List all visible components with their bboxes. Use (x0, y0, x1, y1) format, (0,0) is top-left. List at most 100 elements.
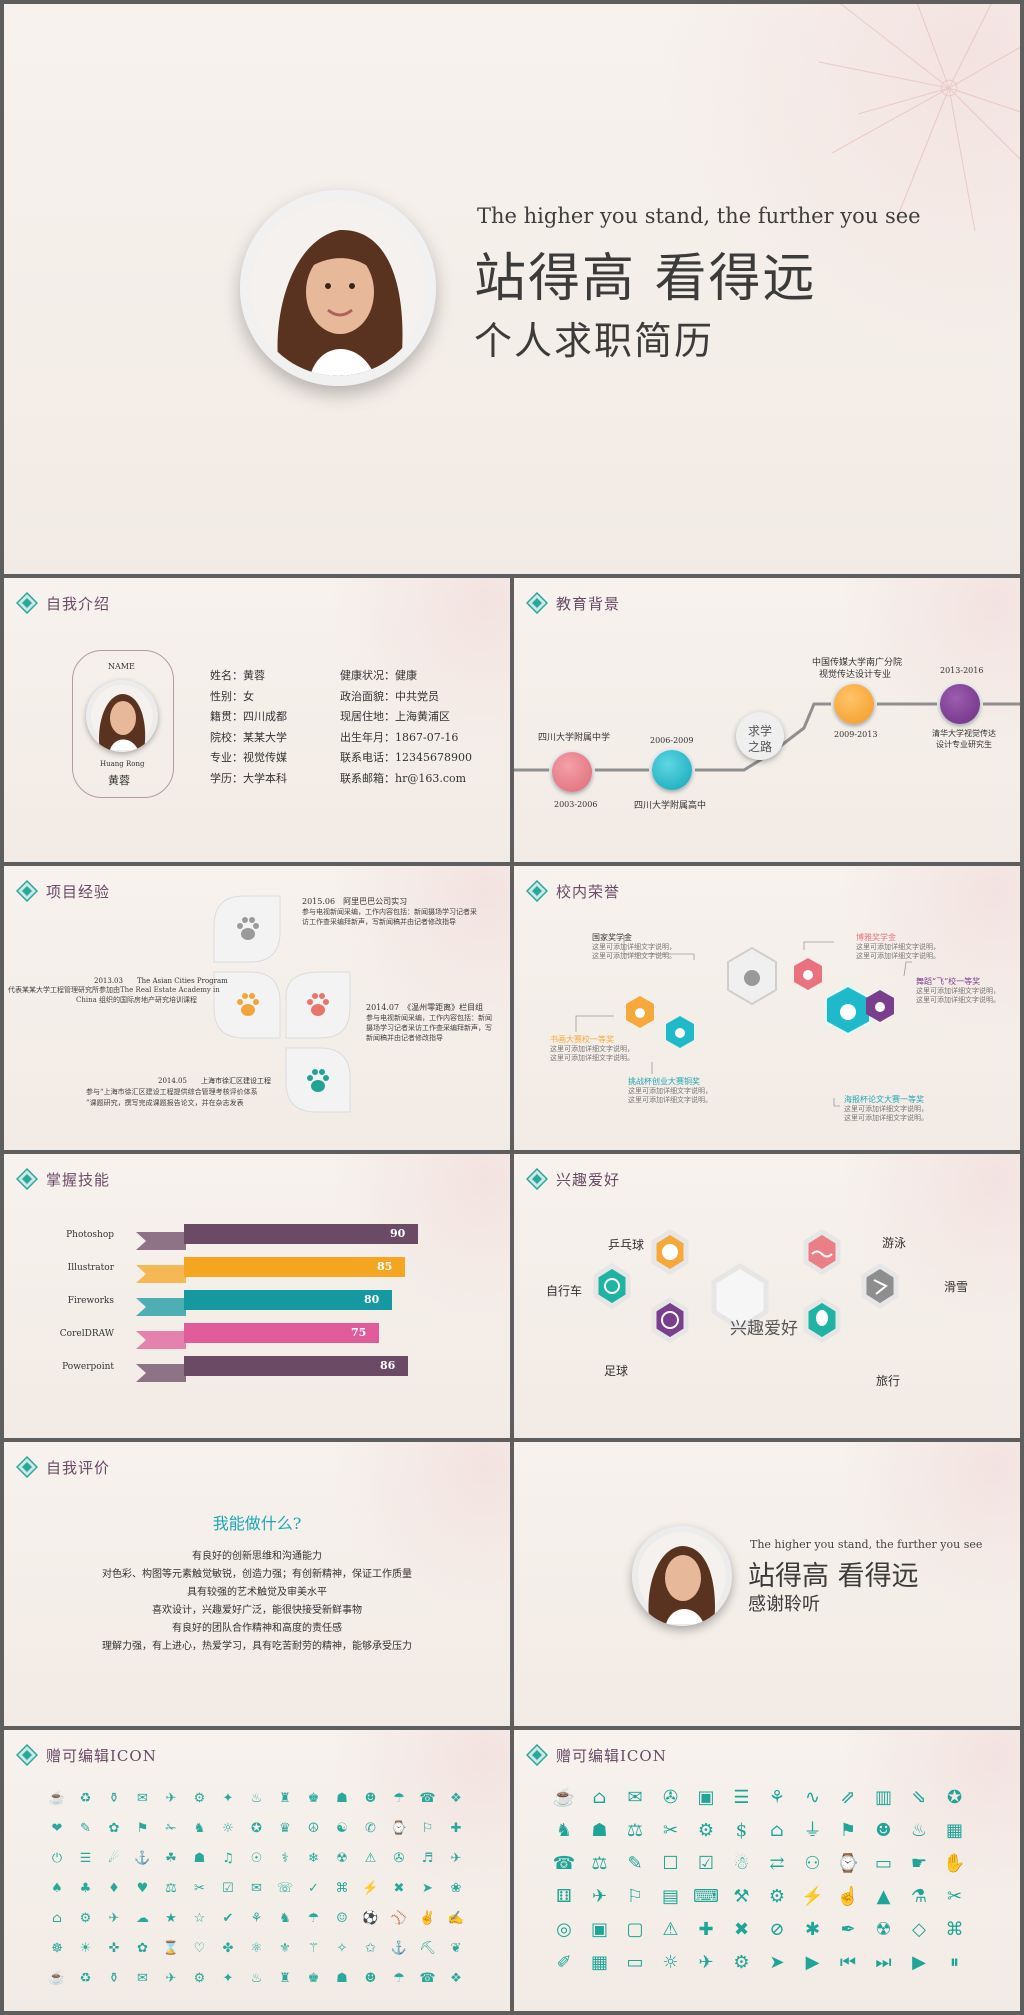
editable-icon: ✔ (222, 1911, 234, 1926)
editable-icon: ☂ (307, 1911, 320, 1926)
editable-icon: ✈ (165, 1971, 177, 1986)
slide-hero: The higher you stand, the further you se… (4, 4, 1020, 574)
editable-icon: ☗ (336, 1971, 348, 1986)
skill-bar (184, 1290, 392, 1310)
skill-bar-tail (136, 1265, 186, 1283)
editable-icon: ⚡ (801, 1886, 824, 1907)
info-item: 联系电话：12345678900 (340, 751, 472, 764)
honor-title: 舞蹈“飞”校一等奖 (916, 977, 981, 986)
edu-date: 2003-2006 (554, 800, 598, 809)
name-chinese: 黄蓉 (108, 774, 130, 787)
editable-icon: ⚠ (662, 1919, 679, 1940)
diamond-icon (16, 880, 38, 902)
football-icon (661, 1311, 679, 1329)
timeline-center (736, 712, 784, 760)
editable-icon: ✪ (251, 1821, 262, 1836)
editable-icon: ⚠ (364, 1851, 377, 1866)
editable-icon: ✚ (698, 1919, 714, 1940)
editable-icon: ⚙ (733, 1952, 750, 1973)
editable-icon: ☘ (165, 1851, 177, 1866)
honor-desc: 这里可添加详细文字说明。 (916, 996, 1000, 1004)
name-label: NAME (108, 662, 135, 671)
editable-icon: ☝ (836, 1886, 860, 1907)
editable-icon: ▭ (874, 1853, 892, 1874)
editable-icon: ⌂ (770, 1820, 784, 1841)
diamond-icon (526, 880, 548, 902)
editable-icon: ❄ (308, 1851, 319, 1866)
editable-icon: ♡ (193, 1941, 206, 1956)
section-title: 赠可编辑ICON (16, 1744, 157, 1766)
editable-icon: ✈ (450, 1851, 462, 1866)
skill-value: 75 (351, 1326, 367, 1339)
editable-icon: ▭ (626, 1952, 644, 1973)
editable-icon: ♨ (250, 1791, 263, 1806)
skill-name: Powerpoint (62, 1362, 114, 1372)
profile-photo (240, 190, 436, 386)
skate-icon (873, 1279, 888, 1295)
honor-title: 挑战杯创业大赛铜奖 (628, 1077, 700, 1086)
editable-icon: ⛏ (419, 1941, 436, 1956)
editable-icon: ☗ (591, 1820, 608, 1841)
skill-bar-tail (136, 1331, 186, 1349)
honor-desc: 这里可添加详细文字说明， (916, 987, 1000, 995)
editable-icon: ✱ (804, 1919, 821, 1940)
editable-icon: ▥ (874, 1787, 892, 1808)
editable-icon: ☰ (79, 1851, 92, 1866)
editable-icon: ❀ (450, 1881, 462, 1896)
diamond-icon (16, 1744, 38, 1766)
editable-icon: ♞ (193, 1821, 206, 1836)
editable-icon: ▦ (945, 1820, 963, 1841)
editable-icon: ◇ (912, 1919, 926, 1940)
editable-icon: ☮ (307, 1821, 320, 1836)
editable-icon: ⌂ (52, 1911, 62, 1926)
thanks-subtitle: 感谢聆听 (748, 1594, 820, 1615)
evaluation-lines: 有良好的创新思维和沟通能力 对色彩、构图等元素触觉敏锐，创造力强；有创新精神，保… (4, 1548, 510, 1656)
info-item: 现居住地：上海黄浦区 (340, 710, 450, 723)
paw-icon (237, 993, 259, 1016)
edu-label: 视觉传达设计专业 (819, 670, 892, 680)
edu-label: 四川大学附属中学 (538, 733, 611, 743)
name-card (72, 650, 174, 798)
editable-icon: ⚗ (910, 1886, 928, 1907)
icon-grid: ☕ ⌂ ✉ ✇ ▣ ☰ ⚘ ∿ ⇗ ▥ ⇘ ✪ ♞ ☗ ⚖ ✂ ⚙ $ ⌂ ⏚ ⚑ ☻ ♨ ▦ ☎ ⚖ ✎ ☐ ☑ ☃ ⇄ ⚇ ⌚ ▭ ☛ ✋ ⚅ ✈ ⚐ ▤… (514, 1730, 1020, 2011)
editable-icon: ☑ (222, 1881, 234, 1896)
editable-icon: ▤ (661, 1886, 679, 1907)
editable-icon: ⚜ (279, 1941, 291, 1956)
editable-icon: ❖ (450, 1971, 462, 1986)
editable-icon: ♨ (250, 1971, 263, 1986)
thanks-english: The higher you stand, the further you se… (750, 1538, 983, 1551)
editable-icon: ♚ (307, 1971, 320, 1986)
honor-desc: 这里可添加详细文字说明。 (844, 1114, 928, 1122)
editable-icon: ☻ (364, 1971, 377, 1986)
editable-icon: ▣ (697, 1787, 715, 1808)
timeline-node (940, 684, 980, 724)
diamond-icon (16, 1456, 38, 1478)
slide-icons-2: 赠可编辑ICON ☕ ⌂ ✉ ✇ ▣ ☰ ⚘ ∿ ⇗ ▥ ⇘ ✪ ♞ ☗ ⚖ ✂ ⚙ $ ⌂ ⏚ ⚑ ☻ ♨ ▦ ☎ ⚖ ✎ ☐ ☑ ☃ ⇄… (514, 1730, 1020, 2011)
info-item: 出生年月：1867-07-16 (340, 730, 459, 744)
editable-icon: ☰ (733, 1787, 750, 1808)
editable-icon: ☼ (222, 1821, 234, 1836)
project-title: 2014.07 《温州零距离》栏目组 (366, 1003, 484, 1012)
editable-icon: ⌛ (162, 1941, 180, 1956)
diamond-icon (526, 1168, 548, 1190)
editable-icon: ⚙ (697, 1820, 715, 1841)
editable-icon: ★ (165, 1911, 177, 1926)
editable-icon: ⌂ (592, 1787, 607, 1808)
editable-icon: ▢ (626, 1919, 644, 1940)
editable-icon: ❖ (450, 1791, 462, 1806)
editable-icon: ♻ (79, 1971, 92, 1986)
editable-icon: ⚖ (591, 1853, 608, 1874)
editable-icon: ✉ (137, 1971, 148, 1986)
editable-icon: ☂ (393, 1791, 405, 1806)
editable-icon: ⚐ (421, 1821, 434, 1836)
diamond-icon (16, 592, 38, 614)
info-item: 政治面貌：中共党员 (340, 689, 439, 703)
editable-icon: ▶ (912, 1952, 926, 1973)
editable-icon: ⚘ (768, 1787, 786, 1808)
editable-icon: ➤ (769, 1952, 785, 1973)
editable-icon: ✈ (108, 1911, 120, 1926)
info-item: 健康状况：健康 (340, 669, 417, 682)
slide-icons-1: 赠可编辑ICON ☕ ♻ ⚱ ✉ ✈ ⚙ ✦ ♨ ♜ ♚ ☗ ☻ ☂ ☎ ❖ ❤ ✎ ✿ ⚑ ✁ ♞ ☼ ✪ ♛ ☮ ☯ ✆ ⌚ ⚐ ✚ ⏻… (4, 1730, 510, 2011)
editable-icon: ☺ (336, 1911, 348, 1926)
editable-icon: ➤ (422, 1881, 433, 1896)
